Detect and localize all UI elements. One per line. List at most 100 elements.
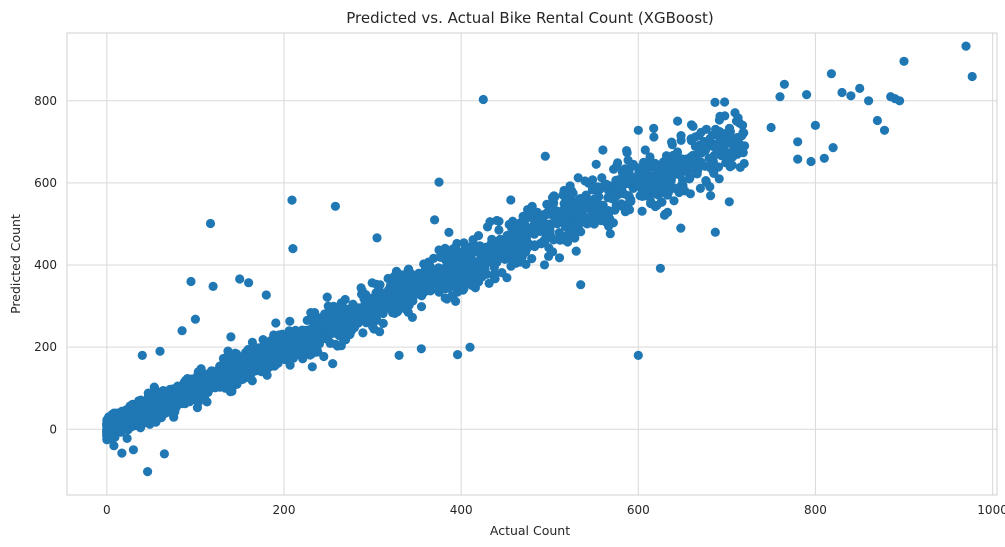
data-point (549, 198, 559, 208)
data-point (289, 337, 299, 347)
data-point (593, 206, 603, 216)
y-tick-label: 200 (34, 340, 57, 354)
data-point (177, 326, 187, 336)
data-point (678, 161, 688, 172)
data-point (386, 300, 396, 310)
data-point (340, 294, 350, 305)
data-point (462, 248, 472, 258)
data-point (619, 189, 629, 199)
data-point (394, 298, 404, 308)
data-point (684, 174, 694, 184)
data-point (190, 314, 200, 324)
data-point (690, 141, 701, 151)
data-point (474, 241, 484, 251)
data-point (226, 332, 236, 342)
data-point (203, 369, 213, 379)
data-point (185, 382, 195, 392)
data-point (492, 257, 502, 267)
data-point (710, 142, 720, 152)
data-point (177, 392, 187, 402)
data-point (663, 207, 673, 217)
data-point (573, 173, 583, 183)
data-point (728, 152, 738, 162)
data-point (494, 216, 504, 226)
y-axis-label: Predicted Count (8, 214, 23, 314)
data-point (407, 312, 417, 322)
data-point (646, 197, 656, 207)
data-point (137, 350, 147, 360)
data-point (155, 346, 165, 356)
data-point (540, 151, 550, 161)
data-point (319, 351, 329, 362)
data-point (436, 267, 446, 277)
x-ticks: 0 200 400 600 800 1000 (103, 503, 1005, 517)
data-point (613, 158, 623, 168)
data-point (225, 387, 235, 397)
data-point (502, 273, 512, 283)
data-point (267, 352, 277, 362)
data-point (476, 263, 486, 273)
data-point (543, 228, 553, 238)
data-point (202, 397, 212, 407)
data-point (478, 94, 488, 105)
data-point (271, 318, 281, 328)
data-point (637, 206, 647, 216)
data-point (143, 467, 153, 477)
data-point (484, 247, 494, 258)
data-point (368, 322, 378, 332)
points-layer (102, 41, 977, 477)
data-point (261, 290, 271, 300)
data-point (476, 254, 486, 264)
data-point (425, 285, 435, 296)
data-point (416, 302, 427, 312)
data-point (700, 161, 710, 171)
data-point (266, 343, 276, 353)
data-point (633, 350, 643, 360)
data-point (210, 374, 220, 384)
data-point (649, 132, 659, 142)
data-point (527, 254, 537, 264)
data-point (961, 41, 971, 51)
data-point (740, 141, 750, 151)
data-point (669, 196, 679, 206)
data-point (575, 194, 585, 204)
data-point (120, 418, 131, 428)
data-point (448, 265, 459, 275)
data-point (588, 175, 598, 185)
data-point (196, 364, 206, 374)
x-tick-label: 0 (103, 503, 111, 517)
data-point (390, 286, 400, 296)
data-point (126, 407, 136, 417)
data-point (435, 252, 445, 262)
data-point (430, 215, 440, 225)
grid-layer (67, 33, 997, 495)
data-point (375, 280, 385, 290)
data-point (591, 159, 601, 169)
data-point (561, 209, 571, 219)
x-axis-label: Actual Count (490, 523, 570, 538)
data-point (238, 374, 248, 384)
data-point (709, 168, 719, 178)
data-point (185, 397, 195, 407)
y-tick-label: 800 (34, 94, 57, 108)
data-point (575, 202, 585, 212)
data-point (468, 235, 478, 245)
data-point (155, 401, 165, 411)
data-point (501, 234, 511, 244)
data-point (337, 310, 348, 320)
data-point (562, 196, 573, 206)
data-point (113, 420, 123, 430)
data-point (311, 347, 321, 357)
data-point (321, 317, 331, 327)
data-point (400, 293, 411, 303)
data-point (500, 254, 510, 264)
data-point (192, 403, 202, 413)
data-point (640, 145, 650, 155)
data-point (837, 87, 847, 98)
data-point (690, 132, 701, 142)
data-point (145, 400, 155, 410)
data-point (323, 301, 333, 311)
data-point (444, 227, 454, 237)
data-point (589, 219, 599, 229)
